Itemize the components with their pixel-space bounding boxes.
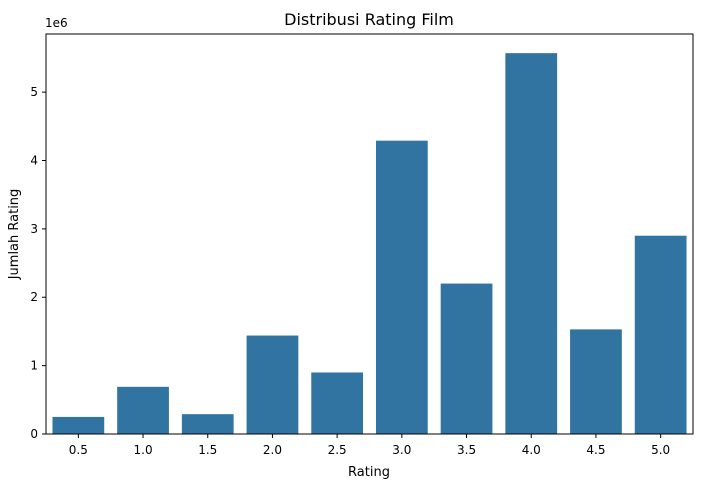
y-tick-label: 1 (30, 359, 38, 373)
x-tick-label: 2.0 (263, 443, 282, 457)
y-axis-offset-text: 1e6 (45, 16, 68, 30)
bar-1.0 (117, 386, 169, 434)
x-tick-label: 3.0 (392, 443, 411, 457)
x-axis-label: Rating (348, 465, 390, 480)
x-tick-label: 5.0 (651, 443, 670, 457)
x-tick-label: 2.5 (328, 443, 347, 457)
plot-frame (45, 33, 694, 435)
y-tick-label: 0 (30, 427, 38, 441)
bar-3.0 (375, 140, 428, 435)
bar-4.5 (570, 329, 622, 434)
y-axis-ticks: 0 1 2 3 4 5 (30, 85, 46, 441)
chart-title: Distribusi Rating Film (284, 10, 454, 29)
bar-1.5 (181, 414, 234, 434)
y-tick-label: 4 (30, 153, 38, 167)
x-tick-label: 1.0 (134, 443, 153, 457)
bar-5.0 (634, 235, 687, 434)
y-tick-label: 3 (30, 222, 38, 236)
x-tick-label: 4.0 (522, 443, 541, 457)
x-tick-label: 1.5 (198, 443, 217, 457)
bar-3.5 (440, 283, 493, 434)
x-tick-label: 4.5 (586, 443, 605, 457)
bar-2.0 (246, 335, 299, 434)
x-tick-label: 0.5 (69, 443, 88, 457)
x-tick-label: 3.5 (457, 443, 476, 457)
bar-4.0 (505, 53, 558, 435)
bar-0.5 (52, 416, 105, 434)
y-axis-label: Jumlah Rating (7, 189, 22, 281)
bar-2.5 (311, 372, 364, 434)
x-axis-ticks: 0.5 1.0 1.5 2.0 2.5 3.0 3.5 4.0 4.5 5.0 (69, 434, 670, 457)
bars-group (52, 53, 687, 435)
y-tick-label: 2 (30, 290, 38, 304)
y-tick-label: 5 (30, 85, 38, 99)
